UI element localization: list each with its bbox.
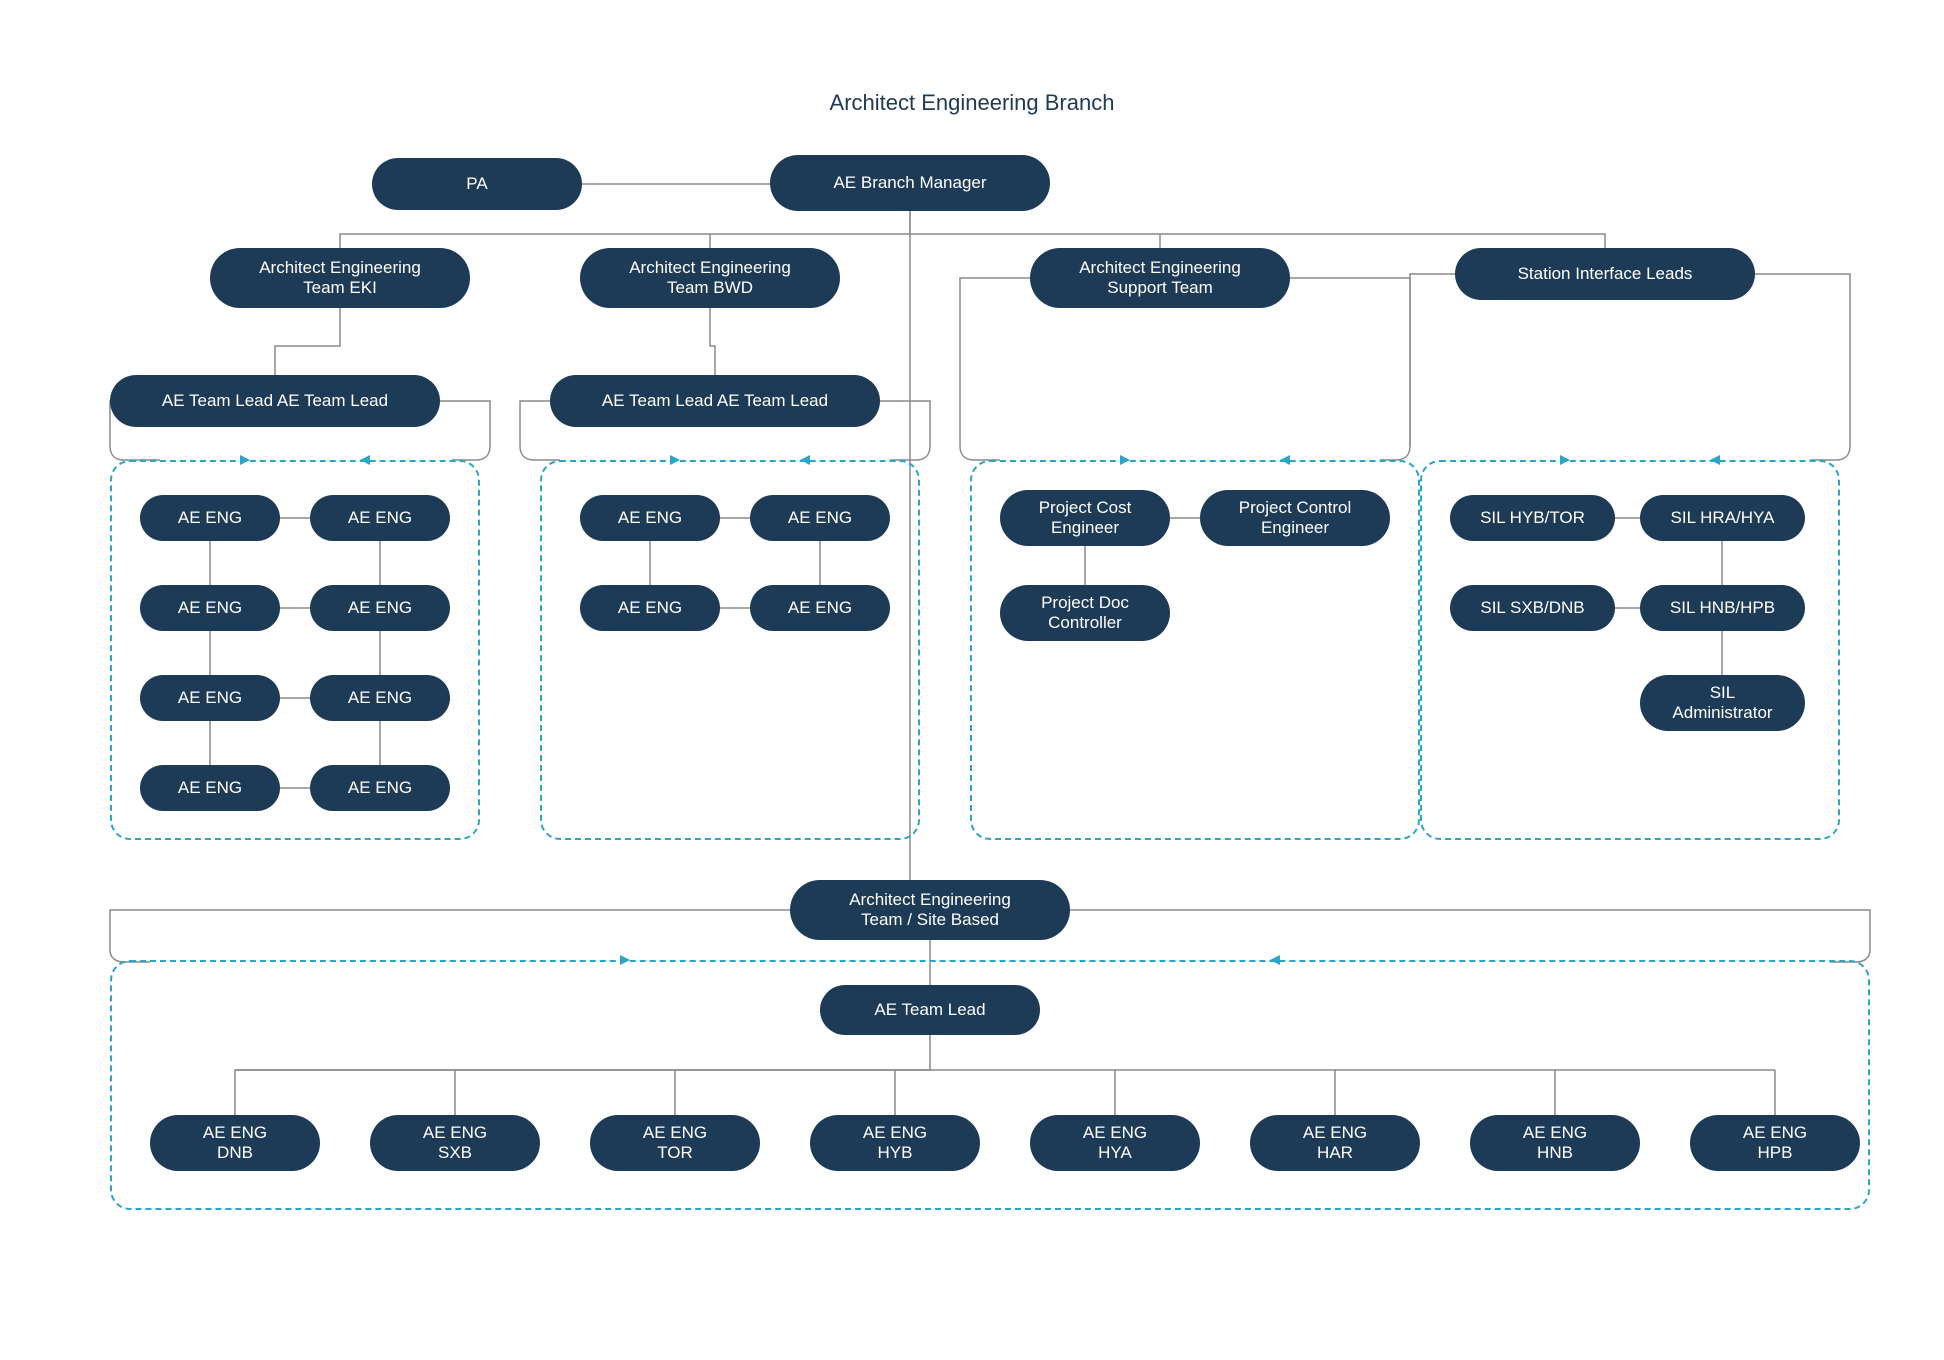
node-eki-e6: AE ENG [310, 675, 450, 721]
node-bwd-e2: AE ENG [750, 495, 890, 541]
node-bwd-e1: AE ENG [580, 495, 720, 541]
node-eki-e1: AE ENG [140, 495, 280, 541]
node-sil-hybtor: SIL HYB/TOR [1450, 495, 1615, 541]
node-eki-e4: AE ENG [310, 585, 450, 631]
node-proj-doc: Project Doc Controller [1000, 585, 1170, 641]
node-team-eki: Architect Engineering Team EKI [210, 248, 470, 308]
node-site-har: AE ENG HAR [1250, 1115, 1420, 1171]
node-eki-e7: AE ENG [140, 765, 280, 811]
org-chart-stage: Architect Engineering Branch PA AE Branc… [0, 0, 1944, 1360]
chart-title: Architect Engineering Branch [772, 90, 1172, 116]
node-eki-e5: AE ENG [140, 675, 280, 721]
node-proj-ctrl: Project Control Engineer [1200, 490, 1390, 546]
node-sil-hrahya: SIL HRA/HYA [1640, 495, 1805, 541]
node-proj-cost: Project Cost Engineer [1000, 490, 1170, 546]
node-site-tl: AE Team Lead [820, 985, 1040, 1035]
node-sil-hnbhpb: SIL HNB/HPB [1640, 585, 1805, 631]
node-site-team: Architect Engineering Team / Site Based [790, 880, 1070, 940]
node-site-hya: AE ENG HYA [1030, 1115, 1200, 1171]
node-site-hyb: AE ENG HYB [810, 1115, 980, 1171]
node-sil-admin: SIL Administrator [1640, 675, 1805, 731]
node-site-hpb: AE ENG HPB [1690, 1115, 1860, 1171]
node-eki-e2: AE ENG [310, 495, 450, 541]
node-tl-eki: AE Team Lead AE Team Lead [110, 375, 440, 427]
node-site-sxb: AE ENG SXB [370, 1115, 540, 1171]
node-eki-e3: AE ENG [140, 585, 280, 631]
node-site-tor: AE ENG TOR [590, 1115, 760, 1171]
node-sil-leads: Station Interface Leads [1455, 248, 1755, 300]
node-pa: PA [372, 158, 582, 210]
node-support-team: Architect Engineering Support Team [1030, 248, 1290, 308]
node-site-hnb: AE ENG HNB [1470, 1115, 1640, 1171]
node-tl-bwd: AE Team Lead AE Team Lead [550, 375, 880, 427]
node-branch-mgr: AE Branch Manager [770, 155, 1050, 211]
node-eki-e8: AE ENG [310, 765, 450, 811]
node-bwd-e4: AE ENG [750, 585, 890, 631]
node-team-bwd: Architect Engineering Team BWD [580, 248, 840, 308]
node-sil-sxbdnb: SIL SXB/DNB [1450, 585, 1615, 631]
node-site-dnb: AE ENG DNB [150, 1115, 320, 1171]
node-bwd-e3: AE ENG [580, 585, 720, 631]
